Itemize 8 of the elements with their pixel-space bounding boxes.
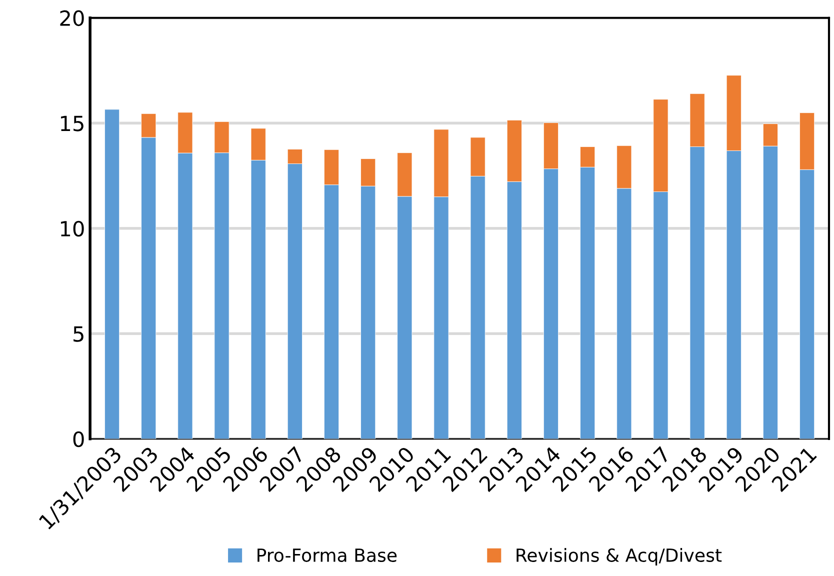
y-tick-label: 5 [74,326,84,342]
legend-label: Pro-Forma Base [258,548,397,562]
y-tick-label: 20 [60,10,84,26]
y-tick-label: 10 [60,220,84,237]
y-tick-label: 15 [60,116,84,132]
legend-label: Revisions & Acq/Divest [516,548,722,566]
bar [104,109,120,439]
y-tick-label: 0 [73,431,84,448]
